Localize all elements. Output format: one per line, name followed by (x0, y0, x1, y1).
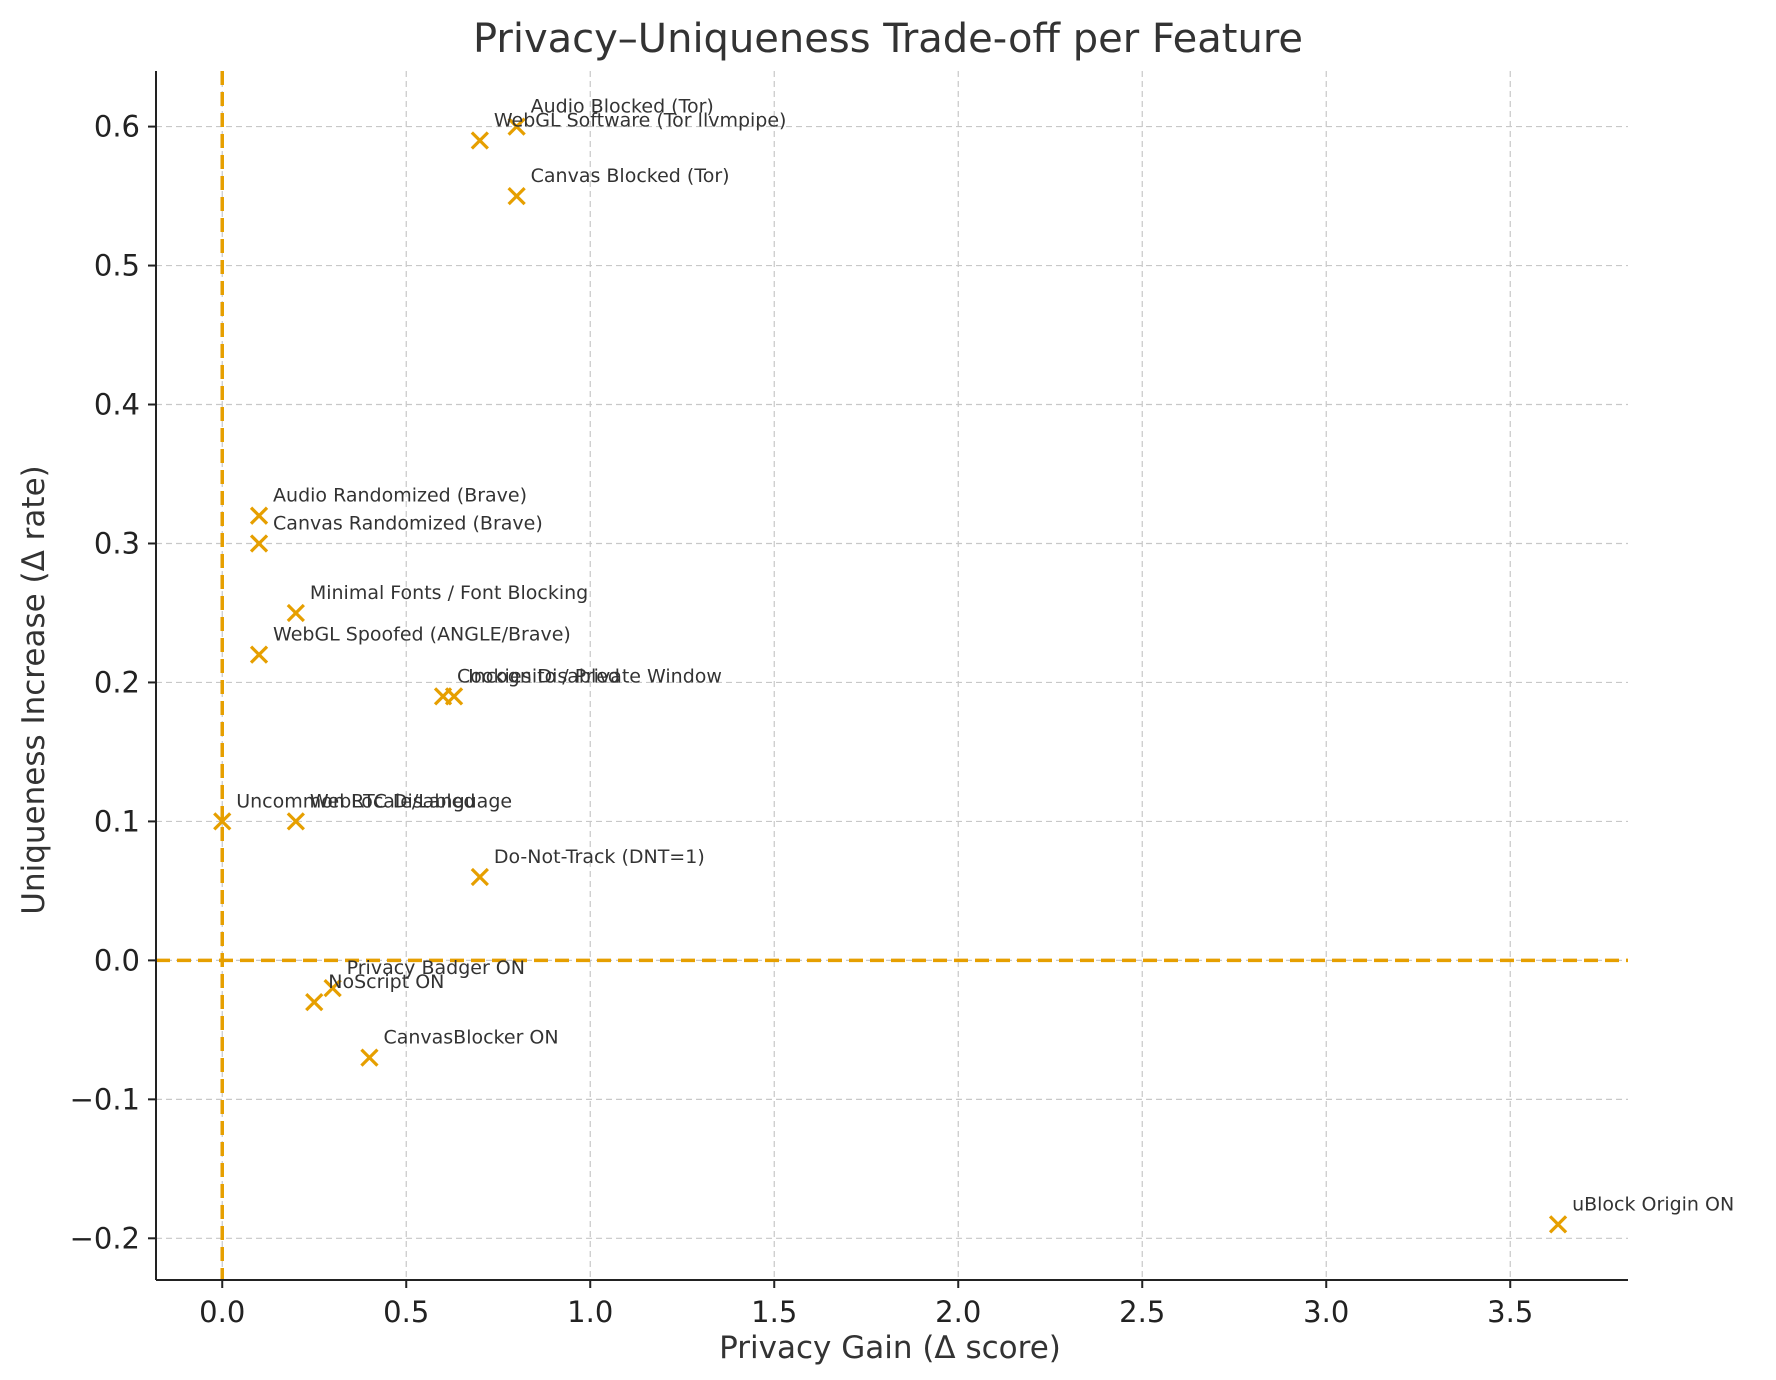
x-tick-label: 3.5 (1487, 1295, 1533, 1329)
y-tick-label: 0.0 (94, 943, 140, 977)
x-tick-label: 0.0 (199, 1295, 245, 1329)
data-point-label: Canvas Randomized (Brave) (273, 512, 543, 534)
data-point-marker (249, 645, 269, 664)
y-tick-label: 0.1 (94, 804, 140, 838)
y-tick-label: 0.2 (94, 665, 140, 699)
marker-stroke (249, 506, 269, 525)
y-tick-label: −0.1 (70, 1082, 140, 1116)
data-point-marker (249, 534, 269, 553)
data-point-label: Audio Randomized (Brave) (273, 485, 527, 507)
data-point-marker (360, 1048, 379, 1067)
x-tick-label: 3.0 (1303, 1295, 1349, 1329)
y-tick-label: 0.3 (94, 526, 140, 560)
data-point-marker (470, 867, 489, 887)
marker-stroke (286, 812, 305, 831)
y-tick-label: 0.4 (94, 388, 140, 422)
x-tick-label: 1.5 (751, 1295, 797, 1329)
data-point-marker (249, 506, 269, 525)
marker-stroke (286, 603, 305, 623)
marker-stroke (507, 117, 526, 136)
y-axis-label: Uniqueness Increase (Δ rate) (16, 465, 52, 915)
data-point-label: Privacy Badger ON (347, 957, 525, 979)
data-point-marker (1548, 1215, 1568, 1234)
marker-stroke (444, 687, 464, 706)
data-point-label: Uncommon Locale/Language (236, 790, 512, 812)
data-point-label: Canvas Blocked (Tor) (531, 165, 730, 187)
data-points (213, 117, 1568, 1234)
marker-stroke (470, 131, 489, 150)
chart-title: Privacy–Uniqueness Trade-off per Feature (473, 16, 1303, 62)
data-point-label: WebGL Software (Tor llvmpipe) (494, 109, 787, 131)
data-point-label: Cookies Disabled (457, 665, 620, 687)
data-point-label: Audio Blocked (Tor) (531, 96, 714, 118)
data-point-marker (305, 992, 324, 1012)
x-tick-label: 2.0 (935, 1295, 981, 1329)
x-tick-label: 0.5 (383, 1295, 429, 1329)
data-point-marker (286, 812, 305, 831)
marker-stroke (213, 812, 232, 831)
data-point-label: NoScript ON (328, 971, 444, 993)
data-point-label: WebGL Spoofed (ANGLE/Brave) (273, 624, 571, 646)
data-point-label: WebRTC Disabled (310, 790, 476, 812)
data-point-label: Minimal Fonts / Font Blocking (310, 582, 588, 604)
marker-stroke (360, 1048, 379, 1067)
axes-spines (155, 71, 1628, 1281)
marker-stroke (249, 645, 269, 664)
y-tick-label: 0.5 (94, 249, 140, 283)
data-point-marker (470, 131, 489, 150)
data-point-marker (213, 812, 232, 831)
x-tick-label: 2.5 (1119, 1295, 1165, 1329)
y-axis-ticks: −0.2 −0.1 0.0 0.1 0.2 0.3 0.4 0.5 0.6 (70, 110, 156, 1255)
data-point-marker (286, 603, 305, 623)
marker-stroke (470, 867, 489, 887)
marker-stroke (1548, 1215, 1568, 1234)
marker-stroke (323, 979, 342, 998)
data-point-label: uBlock Origin ON (1572, 1193, 1734, 1215)
data-point-marker (507, 186, 526, 206)
data-point-marker (507, 117, 526, 136)
data-point-marker (444, 687, 464, 706)
x-axis-ticks: 0.0 0.5 1.0 1.5 2.0 2.5 3.0 3.5 (199, 1280, 1533, 1329)
marker-stroke (305, 992, 324, 1012)
x-tick-label: 1.0 (567, 1295, 613, 1329)
y-tick-label: 0.6 (94, 110, 140, 144)
x-axis-label: Privacy Gain (Δ score) (719, 1330, 1061, 1366)
data-point-marker (323, 979, 342, 998)
data-point-label: Incognito / Private Window (468, 665, 722, 687)
point-labels: Audio Blocked (Tor)WebGL Software (Tor l… (236, 96, 1734, 1216)
marker-stroke (507, 186, 526, 206)
grid (156, 71, 1628, 1280)
reference-lines (156, 71, 1628, 1280)
data-point-label: CanvasBlocker ON (383, 1027, 558, 1049)
data-point-label: Do-Not-Track (DNT=1) (494, 846, 705, 868)
marker-stroke (249, 534, 269, 553)
y-tick-label: −0.2 (70, 1221, 140, 1255)
